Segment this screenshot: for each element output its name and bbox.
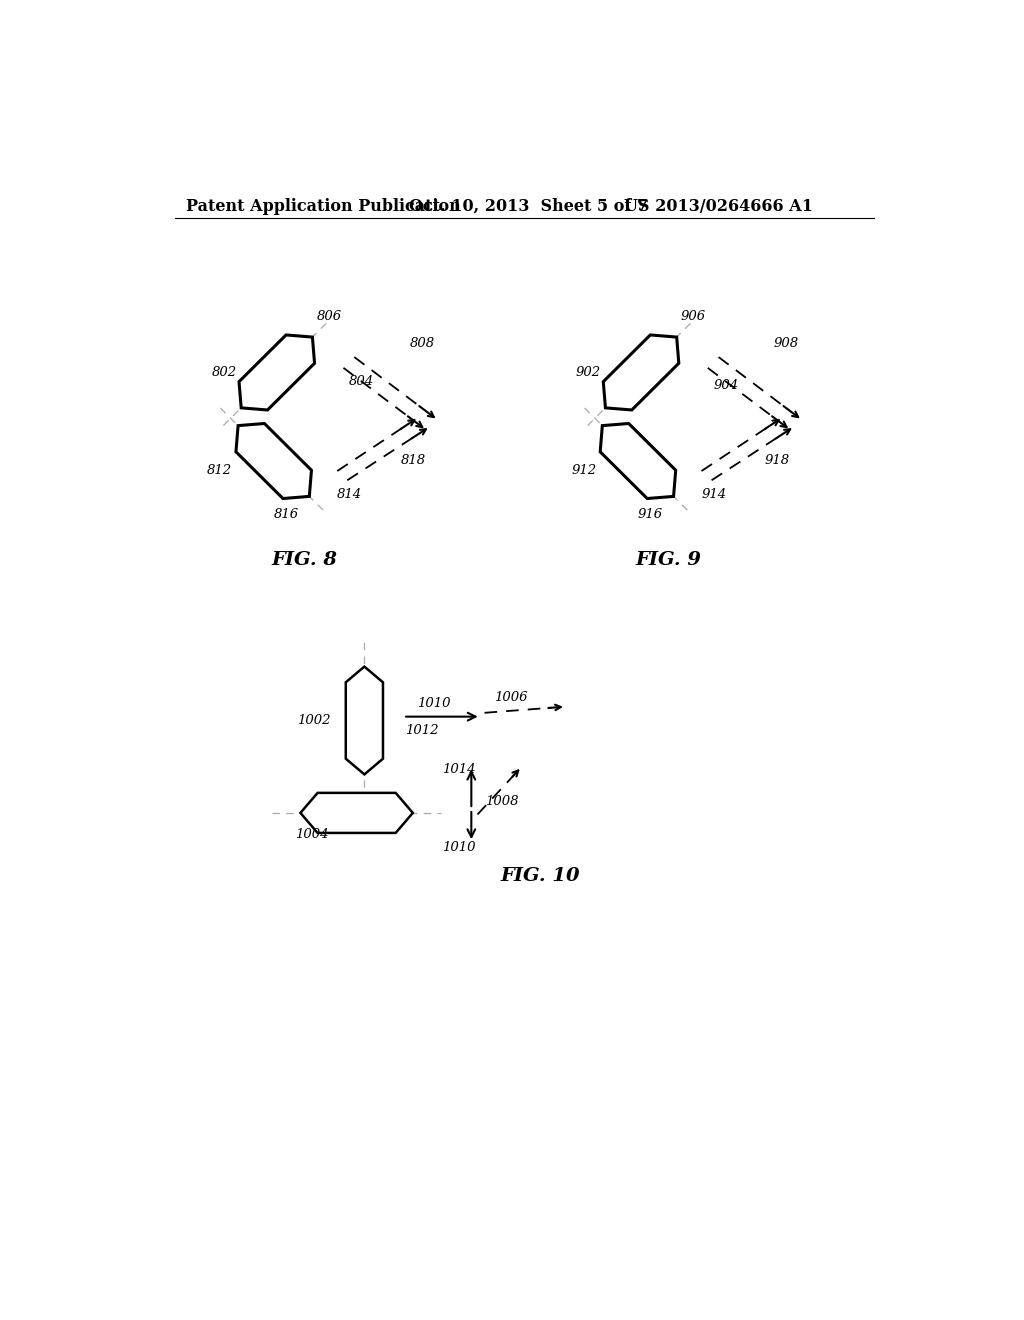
Text: 1014: 1014 [442,763,475,776]
Text: 908: 908 [773,337,799,350]
Text: 1006: 1006 [494,690,527,704]
Text: 818: 818 [400,454,426,467]
Text: 902: 902 [575,366,601,379]
Text: 904: 904 [713,379,738,392]
Text: 914: 914 [701,488,727,502]
Text: Patent Application Publication: Patent Application Publication [186,198,461,215]
Text: 816: 816 [273,508,299,521]
Text: 1002: 1002 [297,714,331,727]
Text: 912: 912 [571,463,596,477]
Text: 918: 918 [765,454,791,467]
Text: 1010: 1010 [442,841,475,854]
Text: 1004: 1004 [295,828,328,841]
Text: 808: 808 [410,337,434,350]
Polygon shape [600,424,676,499]
Text: 812: 812 [207,463,232,477]
Text: 802: 802 [212,366,237,379]
Text: Oct. 10, 2013  Sheet 5 of 7: Oct. 10, 2013 Sheet 5 of 7 [410,198,648,215]
Text: 916: 916 [638,508,664,521]
Polygon shape [346,667,383,775]
Text: US 2013/0264666 A1: US 2013/0264666 A1 [624,198,813,215]
Text: 814: 814 [337,488,362,502]
Text: 804: 804 [349,375,374,388]
Text: FIG. 9: FIG. 9 [636,552,701,569]
Text: 906: 906 [681,310,706,323]
Text: FIG. 8: FIG. 8 [271,552,337,569]
Polygon shape [300,793,413,833]
Polygon shape [236,424,311,499]
Polygon shape [239,335,314,411]
Polygon shape [603,335,679,411]
Text: 1012: 1012 [404,723,438,737]
Text: FIG. 10: FIG. 10 [500,867,580,884]
Text: 806: 806 [316,310,341,323]
Text: 1008: 1008 [485,795,519,808]
Text: 1010: 1010 [417,697,451,710]
